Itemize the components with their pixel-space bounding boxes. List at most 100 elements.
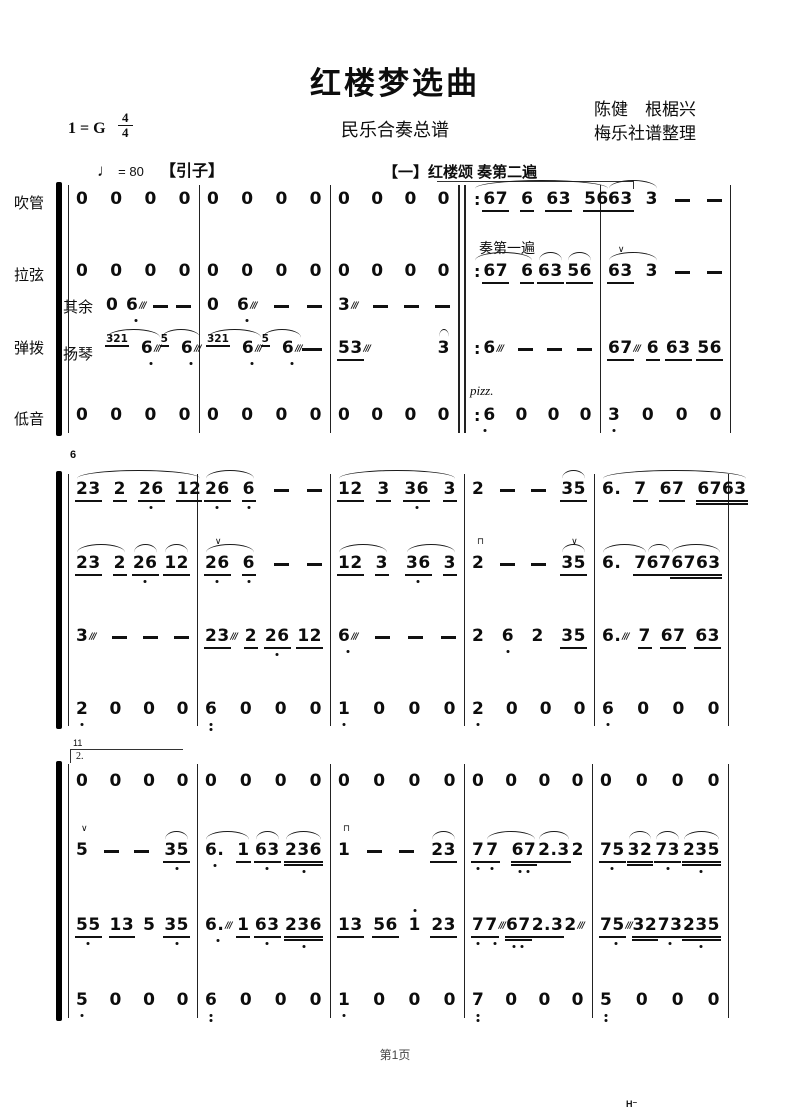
note-token: 0: [371, 405, 383, 426]
note-token: 0: [506, 699, 518, 720]
note-digits: 0: [443, 990, 456, 1010]
note-digits: 23: [430, 840, 457, 863]
slur-group: 5 6///: [159, 329, 202, 365]
note-digits: 7: [633, 479, 649, 502]
note-token: 2: [472, 626, 484, 647]
note-token: 6.: [205, 840, 225, 867]
note-digits: 0: [547, 405, 560, 425]
note-token: 0: [207, 405, 219, 426]
slur-group: 26 6: [204, 470, 257, 509]
slur-group: 63: [537, 252, 564, 284]
note-digits: 67: [645, 553, 672, 576]
note-digits: 6: [180, 338, 194, 358]
grace-notes: 321: [206, 333, 230, 347]
note-digits: 0: [707, 699, 720, 719]
note-digits: 0: [371, 405, 384, 425]
note-digits: 6: [205, 990, 218, 1010]
up-bow-mark: ∨: [617, 245, 625, 255]
note-token: 0: [580, 405, 592, 426]
note-token: 0: [444, 699, 456, 720]
note-digits: 0: [505, 771, 518, 791]
measure-laxian: 26 ∨ 6: [197, 538, 330, 583]
note-token: 35: [163, 915, 190, 945]
note-digits: 0: [437, 405, 450, 425]
measure-tanbo: 3///: [68, 626, 197, 652]
note-token: 0: [110, 990, 122, 1011]
barline: [330, 764, 332, 1018]
note-digits: 0: [635, 771, 649, 791]
tremolo-mark: ///: [255, 344, 262, 354]
note-digits: 36: [404, 553, 432, 576]
tremolo-mark: ///: [139, 301, 146, 311]
note-token: 67///: [607, 338, 641, 361]
octave-dot-below: [265, 867, 269, 870]
slur-group: 63 ∨ 3: [607, 246, 658, 284]
barline: [464, 185, 467, 433]
sublabel-qiyu: 其余: [63, 299, 94, 316]
composer-credits: 陈健 根椐兴 梅乐社谱整理: [594, 98, 696, 146]
octave-dot-below: [610, 867, 614, 870]
note-token: 32: [626, 840, 653, 866]
note-token: [153, 305, 169, 308]
measure-chuiguan: 0 0 0 0: [197, 771, 330, 797]
note-token: [273, 563, 289, 566]
tremolo-mark: ///: [633, 344, 641, 354]
note-token: 26: [263, 626, 291, 656]
barline: [199, 185, 201, 433]
instrument-label-chuiguan: 吹管: [14, 195, 45, 212]
octave-dot-below: [275, 653, 279, 656]
measure-yangqin: 321 6///5 6///: [199, 329, 330, 365]
note-token: [404, 305, 420, 308]
note-digits: 0: [505, 699, 519, 719]
note-token: 73: [656, 915, 684, 945]
note-digits: 0: [178, 261, 191, 281]
note-digits: 0: [275, 405, 288, 425]
note-digits: 2: [472, 699, 485, 719]
octave-dot-below: [175, 867, 179, 870]
note-token: 0: [144, 261, 156, 282]
measure-chuiguan: 0 0 0 0: [68, 189, 199, 215]
note-token: 0: [672, 699, 684, 720]
note-digits: 6.: [205, 840, 225, 860]
time-signature-bottom: 4: [122, 125, 129, 140]
note-token: 6: [241, 553, 257, 583]
octave-dot-below: [612, 429, 616, 432]
note-digits: 67: [510, 840, 537, 866]
note-token: 5: [76, 990, 88, 1017]
octave-dot-below: [247, 506, 251, 509]
note-token: 0: [708, 699, 720, 720]
note-token: 6///: [141, 338, 162, 365]
note-token: [134, 850, 149, 853]
sublabel-yangqin: 扬琴: [63, 346, 94, 363]
note-digits: 0: [373, 771, 386, 791]
note-token: 0: [179, 405, 191, 426]
octave-dot-below: [506, 650, 510, 653]
note-token: 6: [205, 699, 217, 731]
slur-group: 63 3: [607, 180, 658, 212]
measure-laxian: 12 3 36 3: [330, 544, 464, 583]
barline: [730, 185, 732, 433]
note-digits: 0: [309, 405, 322, 425]
slur-group: 12 3 36 3: [337, 470, 458, 509]
octave-dot-below: [302, 945, 305, 948]
note-token: 0: [275, 189, 287, 210]
note-digits: 0: [205, 771, 218, 791]
octave-dot-below: [483, 429, 487, 432]
octave-dot-below: [149, 506, 153, 509]
grace-notes: 5: [159, 333, 170, 347]
octave-dot-below: [265, 942, 269, 945]
note-token: 0: [600, 771, 612, 792]
note-digits: 0: [408, 699, 421, 719]
note-digits: 6.: [602, 553, 622, 573]
note-token: 56: [583, 189, 610, 212]
measure-chuiguan: 0 0 0 0: [199, 189, 330, 215]
note-digits: 12: [296, 626, 323, 649]
note-token: :67: [474, 261, 509, 284]
octave-dot-below: [415, 506, 419, 509]
note-digits: 3: [376, 479, 392, 502]
note-token: [675, 199, 690, 202]
note-digits: 0: [76, 405, 89, 425]
note-digits: 6: [241, 553, 257, 576]
note-digits: 0: [76, 771, 89, 791]
note-token: 0: [505, 771, 517, 792]
